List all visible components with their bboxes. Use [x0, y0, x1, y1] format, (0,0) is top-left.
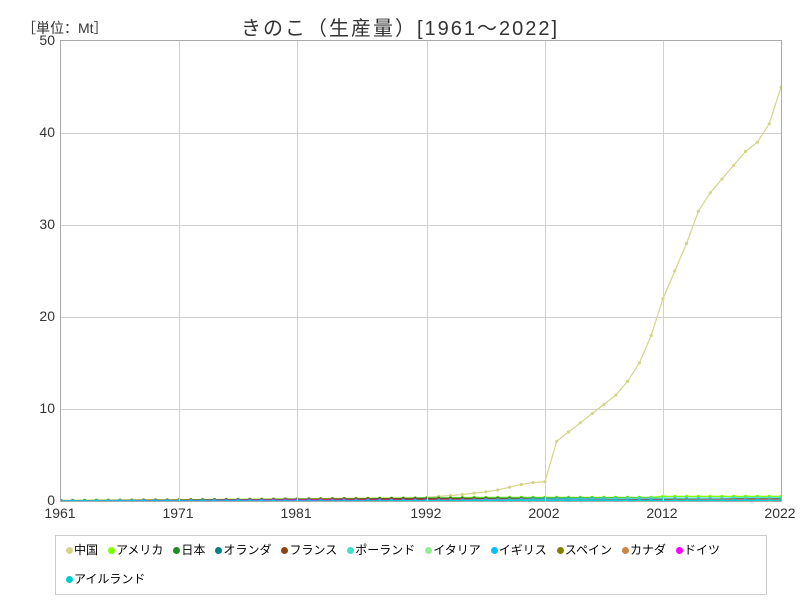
series-line — [61, 500, 781, 501]
grid-line-v — [427, 41, 428, 501]
y-tick-label: 30 — [15, 216, 55, 232]
x-tick-label: 1971 — [162, 505, 193, 521]
legend-label: ポーランド — [355, 541, 415, 560]
series-marker — [567, 430, 570, 433]
legend-marker-icon — [347, 547, 354, 554]
x-tick-label: 2002 — [528, 505, 559, 521]
legend-item: ドイツ — [676, 541, 720, 560]
grid-line-h — [61, 409, 781, 410]
grid-line-h — [61, 133, 781, 134]
series-marker — [508, 486, 511, 489]
series-marker — [650, 334, 653, 337]
series-marker — [602, 403, 605, 406]
legend-marker-icon — [66, 576, 73, 583]
legend-marker-icon — [491, 547, 498, 554]
legend-item: スペイン — [557, 541, 612, 560]
legend-label: 中国 — [74, 541, 98, 560]
legend-marker-icon — [173, 547, 180, 554]
y-tick-label: 20 — [15, 308, 55, 324]
series-marker — [579, 421, 582, 424]
series-marker — [520, 483, 523, 486]
legend-marker-icon — [557, 547, 564, 554]
grid-line-h — [61, 225, 781, 226]
y-tick-label: 50 — [15, 32, 55, 48]
series-marker — [484, 490, 487, 493]
legend-marker-icon — [676, 547, 683, 554]
series-marker — [697, 210, 700, 213]
legend-marker-icon — [622, 547, 629, 554]
series-marker — [673, 269, 676, 272]
legend-item: オランダ — [215, 541, 271, 560]
series-marker — [473, 492, 476, 495]
series-marker — [720, 177, 723, 180]
plot-area — [60, 40, 782, 502]
series-marker — [496, 488, 499, 491]
x-tick-label: 1981 — [280, 505, 311, 521]
series-marker — [768, 122, 771, 125]
chart-container: ［単位：Mt］ きのこ（生産量）[1961～2022] 01020304050 … — [0, 0, 800, 600]
series-marker — [461, 493, 464, 496]
chart-title: きのこ（生産量）[1961～2022] — [241, 12, 559, 41]
series-marker — [732, 164, 735, 167]
series-marker — [744, 150, 747, 153]
x-tick-label: 2012 — [646, 505, 677, 521]
legend-item: イギリス — [491, 541, 547, 560]
legend-label: オランダ — [223, 541, 271, 560]
legend-marker-icon — [215, 547, 222, 554]
series-marker — [555, 440, 558, 443]
legend-item: ポーランド — [347, 541, 415, 560]
legend-item: アメリカ — [108, 541, 163, 560]
chart-lines — [61, 41, 781, 501]
legend-label: アメリカ — [116, 541, 163, 560]
legend-marker-icon — [425, 547, 432, 554]
series-marker — [626, 380, 629, 383]
legend-label: 日本 — [181, 541, 205, 560]
series-marker — [709, 191, 712, 194]
series-marker — [779, 85, 781, 88]
grid-line-v — [297, 41, 298, 501]
series-marker — [685, 242, 688, 245]
series-marker — [614, 394, 617, 397]
legend-item: 中国 — [66, 541, 98, 560]
legend-item: アイルランド — [66, 570, 145, 589]
legend-marker-icon — [108, 547, 115, 554]
x-tick-label: 1992 — [410, 505, 441, 521]
legend-item: 日本 — [173, 541, 205, 560]
legend-label: アイルランド — [74, 570, 145, 589]
legend-item: カナダ — [622, 541, 666, 560]
legend-marker-icon — [281, 547, 288, 554]
series-marker — [638, 361, 641, 364]
legend-label: イタリア — [433, 541, 481, 560]
series-line — [61, 87, 781, 500]
grid-line-h — [61, 317, 781, 318]
legend-item: イタリア — [425, 541, 481, 560]
series-marker — [756, 141, 759, 144]
legend-marker-icon — [66, 547, 73, 554]
legend-item: フランス — [281, 541, 337, 560]
legend-label: イギリス — [499, 541, 547, 560]
grid-line-v — [545, 41, 546, 501]
series-marker — [591, 412, 594, 415]
legend-label: フランス — [289, 541, 337, 560]
series-marker — [532, 481, 535, 484]
legend-label: スペイン — [565, 541, 612, 560]
legend: 中国アメリカ日本オランダフランスポーランドイタリアイギリススペインカナダドイツア… — [55, 535, 767, 595]
x-tick-label: 2022 — [764, 505, 795, 521]
y-tick-label: 10 — [15, 400, 55, 416]
y-tick-label: 40 — [15, 124, 55, 140]
x-tick-label: 1961 — [44, 505, 75, 521]
grid-line-v — [179, 41, 180, 501]
legend-label: ドイツ — [684, 541, 720, 560]
grid-line-v — [663, 41, 664, 501]
legend-label: カナダ — [630, 541, 666, 560]
